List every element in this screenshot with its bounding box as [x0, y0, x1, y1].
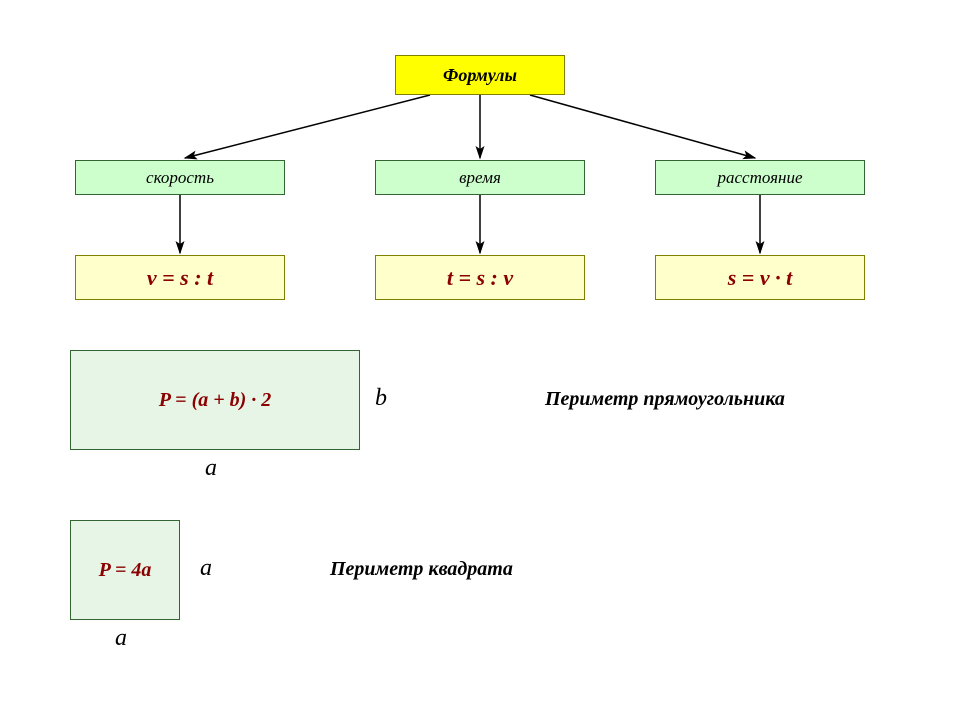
- formula-time-text: t = s : v: [447, 265, 513, 291]
- square-formula: P = 4a: [99, 559, 152, 582]
- node-time: время: [375, 160, 585, 195]
- node-distance: расстояние: [655, 160, 865, 195]
- rectangle-shape: P = (a + b) · 2: [70, 350, 360, 450]
- node-distance-label: расстояние: [717, 168, 802, 188]
- square-shape: P = 4a: [70, 520, 180, 620]
- title-box: Формулы: [395, 55, 565, 95]
- square-side-a-bottom: a: [115, 625, 127, 652]
- formula-speed: v = s : t: [75, 255, 285, 300]
- square-caption: Периметр квадрата: [330, 558, 513, 581]
- rectangle-side-a: a: [205, 455, 217, 482]
- rectangle-side-b: b: [375, 385, 387, 412]
- rectangle-caption: Периметр прямоугольника: [545, 388, 785, 411]
- title-text: Формулы: [443, 65, 517, 86]
- formula-distance-text: s = v · t: [728, 265, 792, 291]
- formula-speed-text: v = s : t: [147, 265, 213, 291]
- node-speed-label: скорость: [146, 168, 214, 188]
- node-time-label: время: [459, 168, 501, 188]
- square-side-a-right: a: [200, 555, 212, 582]
- formula-time: t = s : v: [375, 255, 585, 300]
- formula-distance: s = v · t: [655, 255, 865, 300]
- node-speed: скорость: [75, 160, 285, 195]
- rectangle-formula: P = (a + b) · 2: [159, 389, 272, 412]
